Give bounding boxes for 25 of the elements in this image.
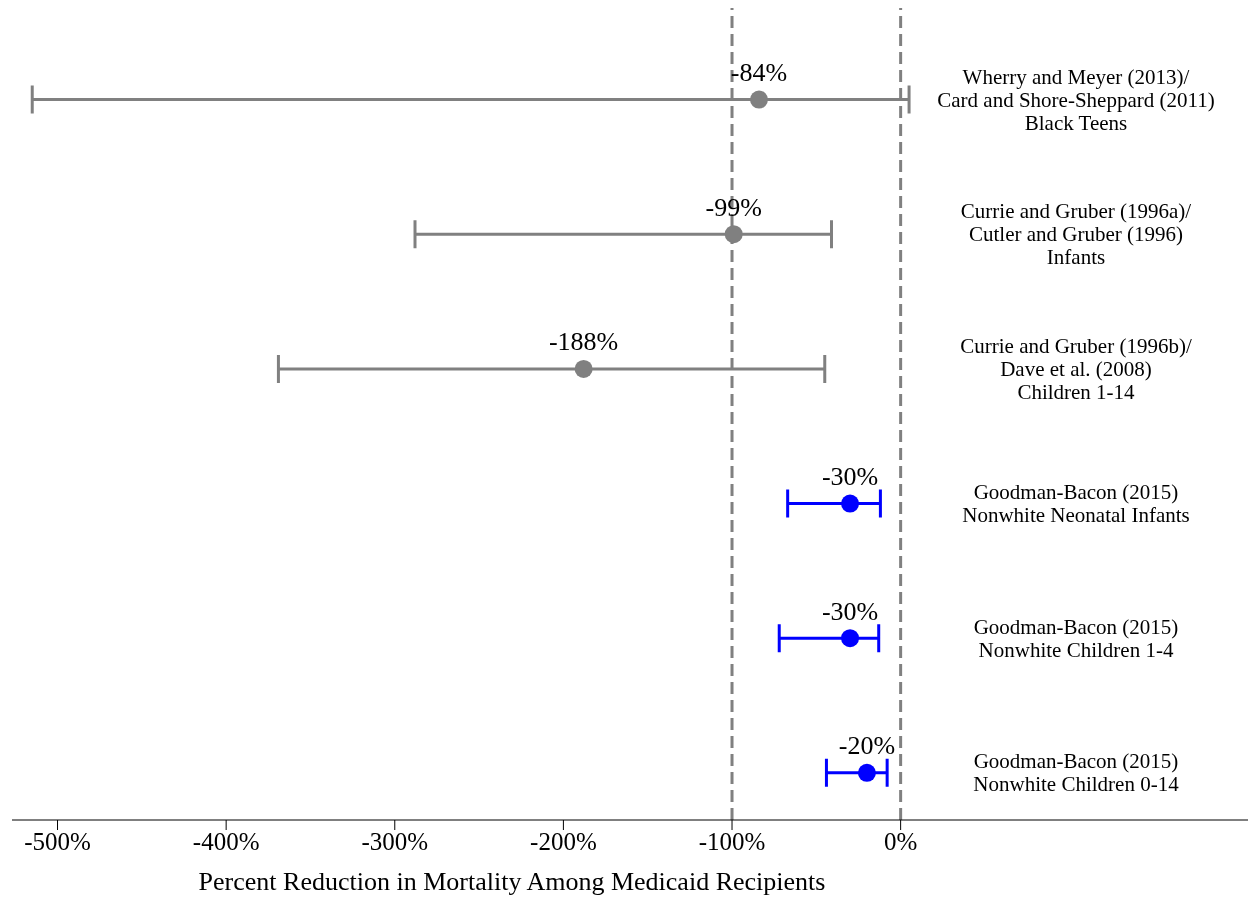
y-tick-label: Goodman-Bacon (2015) Nonwhite Children 0-14: [973, 749, 1180, 797]
data-label: -99%: [705, 192, 762, 222]
y-tick-label: Currie and Gruber (1996a)/ Cutler and Gruber (1996) Infants: [960, 199, 1192, 270]
x-tick-label: -100%: [698, 827, 766, 855]
data-label: -188%: [548, 327, 619, 357]
point: [574, 359, 593, 378]
point: [841, 494, 860, 513]
x-tick-label: -400%: [192, 827, 260, 855]
x-tick-label: -200%: [530, 827, 597, 855]
x-axis-title: Percent Reduction in Mortality Among Medicaid Recipients: [198, 867, 826, 896]
data-label: -20%: [838, 731, 896, 761]
point: [857, 763, 876, 782]
point: [724, 225, 743, 244]
x-tick-label: 0%: [883, 827, 918, 855]
x-tick-label: -500%: [24, 827, 91, 855]
x-tick-label: -300%: [361, 827, 429, 855]
y-tick-label: Wherry and Meyer (2013)/ Card and Shore-Sheppard (2011) Black Teens: [937, 64, 1215, 135]
data-label: -30%: [821, 596, 879, 626]
point: [841, 629, 860, 648]
data-label: -84%: [730, 58, 788, 88]
data-label: -30%: [821, 462, 879, 492]
y-tick-label: Goodman-Bacon (2015) Nonwhite Neonatal Infants: [962, 480, 1190, 528]
y-tick-label: Currie and Gruber (1996b)/ Dave et al. (2008) Children 1-14: [960, 333, 1192, 404]
point: [750, 90, 768, 109]
y-tick-label: Goodman-Bacon (2015) Nonwhite Children 1-4: [973, 614, 1179, 662]
